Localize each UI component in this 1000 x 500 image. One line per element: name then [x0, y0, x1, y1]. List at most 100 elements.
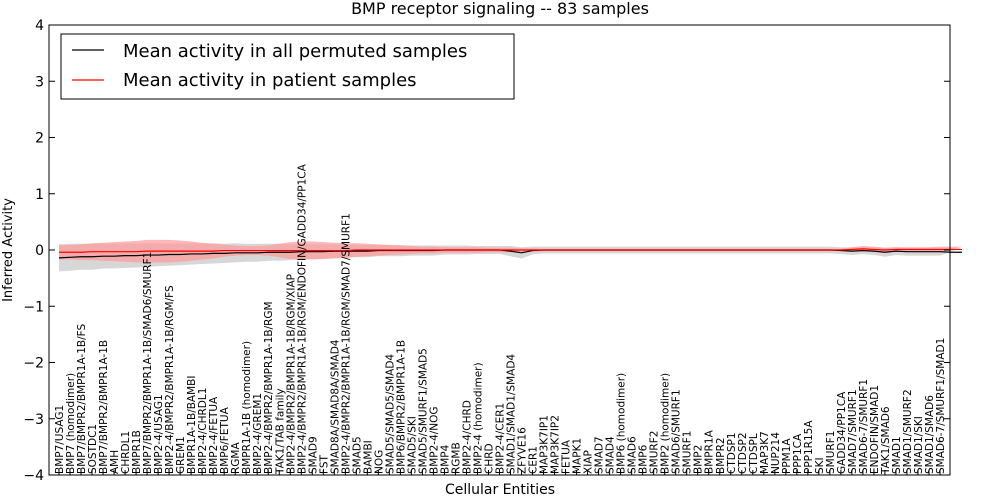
- plot-frame: [48, 24, 951, 476]
- x-tick-label: MAP3K7: [759, 431, 771, 474]
- x-tick-labels: BMP7/USAG1 BMP7 (homodimer) BMP7/BMPR2/BMP…: [54, 163, 947, 475]
- x-tick-label: CHRD: [483, 443, 495, 474]
- legend-label-permuted: Mean activity in all permuted samples: [123, 41, 467, 62]
- x-tick-label: SMAD7: [594, 436, 606, 474]
- y-tick-label: 1: [35, 187, 44, 203]
- x-tick-label: BMP7 (homodimer): [65, 373, 77, 474]
- x-tick-label: BMP2-4/BMPR2/BMPR1A-1B/RGM: [263, 301, 275, 474]
- x-tick-label: BMP2-4/USAG1: [153, 394, 165, 474]
- legend-label-patient: Mean activity in patient samples: [123, 70, 417, 91]
- x-tick-label: RGMA: [230, 442, 242, 474]
- x-tick-label: SMURF1: [825, 431, 837, 474]
- chart-title: BMP receptor signaling -- 83 samples: [351, 0, 649, 18]
- x-tick-label: ZFYVE16: [517, 427, 529, 474]
- y-tick-label: 4: [35, 18, 44, 34]
- confidence-bands: [59, 239, 963, 272]
- x-tick-label: BMP4: [439, 444, 451, 474]
- x-tick-label: TAK1/TAB family: [274, 388, 286, 475]
- x-tick-label: BMPR1A: [704, 429, 716, 474]
- x-tick-label: NOG: [373, 450, 385, 474]
- y-axis-label: Inferred Activity: [1, 198, 16, 302]
- x-tick-label: BMP7/BMPR2/BMPR1A-1B: [98, 340, 110, 474]
- x-tick-label: BMP2-4/BMPR2/BMPR1A-1B/RGM/SMAD7/SMURF1: [340, 213, 352, 474]
- x-tick-label: CTDSPL: [748, 433, 760, 474]
- x-tick-label: BMP2-4/CER1: [495, 403, 507, 474]
- x-tick-label: SMAD6-7/SMURF1/SMAD1: [935, 338, 947, 474]
- x-tick-label: SMAD4: [605, 436, 617, 474]
- x-tick-label: SKI: [814, 457, 826, 474]
- x-tick-label: AMH: [109, 450, 121, 474]
- x-tick-label: BMP2-4/BMPR2/BMPR1A-1B/RGM/ENDOFIN/GADD3…: [296, 163, 308, 474]
- x-tick-label: BMPR1A-1B (homodimer): [241, 341, 253, 474]
- x-tick-label: BMP7/BMPR2/BMPR1A-1B/FS: [76, 323, 88, 474]
- x-tick-label: SMAD6: [627, 436, 639, 474]
- x-tick-label: BMP2-4/BMPR2/BMPR1A-1B/RGM/FS: [164, 285, 176, 474]
- x-tick-label: MAPK1: [572, 438, 584, 474]
- x-tick-label: SOSTDC1: [87, 424, 99, 474]
- x-tick-label: SMAD9: [307, 436, 319, 474]
- x-tick-label: SMURF2: [649, 431, 661, 474]
- x-axis-label: Cellular Entities: [445, 482, 555, 498]
- x-tick-label: BAMBI: [362, 440, 374, 474]
- x-tick-label: CER1: [528, 446, 540, 474]
- x-tick-label: BMP2-4/NOG: [428, 406, 440, 474]
- x-tick-label: BMP6/BMPR2/BMPR1A-1B: [395, 340, 407, 474]
- x-tick-label: BMPR2: [715, 437, 727, 474]
- x-tick-label: BMP7/BMPR2/BMPR1A-1B/SMAD6/SMURF1: [142, 252, 154, 474]
- legend: Mean activity in all permuted samples Me…: [60, 33, 515, 100]
- x-tick-label: SMAD5: [351, 436, 363, 474]
- x-tick-label: GADD34/PP1CA: [836, 391, 848, 474]
- y-tick-label: −1: [23, 299, 44, 315]
- x-tick-label: MAP3K7IP1: [539, 415, 551, 474]
- x-tick-label: SMAD5/SKI: [406, 416, 418, 474]
- x-tick-label: SMURF1: [682, 431, 694, 474]
- x-tick-label: TAK1/SMAD6: [880, 406, 892, 475]
- x-tick-label: XIAP: [583, 450, 595, 474]
- x-tick-label: BMP2-4/GREM1: [252, 393, 264, 474]
- y-tick-label: −3: [23, 412, 44, 428]
- x-tick-label: MAP3K7IP2: [550, 415, 562, 474]
- x-tick-label: SMAD1: [891, 436, 903, 474]
- x-tick-label: BMP2-4/CHRD: [461, 400, 473, 474]
- y-ticks: −4 −3 −2 −1 0 1 2 3 4: [23, 18, 950, 484]
- x-tick-label: FST: [318, 454, 330, 474]
- x-tick-label: BMP2 (homodimer): [660, 373, 672, 474]
- x-tick-label: PPM1A: [781, 438, 793, 474]
- x-tick-label: BMP2: [693, 445, 705, 474]
- x-tick-label: BMPR1A-1B/BAMBI: [186, 376, 198, 474]
- x-tick-label: BMP6 (homodimer): [616, 373, 628, 474]
- x-tick-label: SMAD1/SKI: [913, 416, 925, 474]
- x-tick-label: SMAD1/SMAD6: [924, 395, 936, 474]
- x-tick-label: PPP1CA: [792, 433, 804, 474]
- x-tick-label: BMP6: [638, 444, 650, 474]
- x-tick-label: SMAD5/SMURF1/SMAD5: [417, 348, 429, 474]
- x-tick-label: BMPR1B: [131, 430, 143, 474]
- y-tick-label: −2: [23, 356, 44, 372]
- x-tick-label: BMP2-4/CHRDL1: [197, 388, 209, 474]
- x-tick-label: CTDSP1: [726, 432, 738, 474]
- x-tick-label: BMP2-4 (homodimer): [472, 362, 484, 474]
- x-tick-label: SMAD8A/SMAD8A/SMAD4: [329, 339, 341, 474]
- legend-box: [60, 33, 515, 100]
- x-tick-label: SMAD1/SMAD1/SMAD4: [506, 354, 518, 474]
- x-tick-label: BMP2-4/BMPR2/BMPR1A-1B/RGM/XIAP: [285, 274, 297, 474]
- x-tick-label: PPP1R15A: [803, 420, 815, 474]
- y-tick-label: 3: [35, 74, 44, 90]
- x-tick-label: BMP6/FETUA: [219, 406, 231, 474]
- x-tick-label: GREM1: [175, 436, 187, 474]
- x-tick-label: SMAD5/SMAD5/SMAD4: [384, 354, 396, 474]
- y-tick-label: 2: [35, 131, 44, 147]
- x-tick-label: CTDSP2: [737, 432, 749, 474]
- x-tick-label: BMP7/USAG1: [54, 405, 66, 474]
- series-lines: [58, 248, 963, 259]
- y-tick-label: −4: [23, 468, 44, 484]
- line-series-1: [59, 248, 963, 253]
- x-tick-label: ENDOFIN/SMAD1: [869, 385, 881, 474]
- x-tick-label: BMP2-4/FETUA: [208, 396, 220, 474]
- x-tick-label: SMAD6/SMURF1: [671, 389, 683, 474]
- x-tick-label: RGMB: [450, 442, 462, 474]
- x-tick-label: NUP214: [770, 432, 782, 474]
- x-tick-label: SMAD1/SMURF2: [902, 389, 914, 474]
- y-tick-label: 0: [35, 243, 44, 259]
